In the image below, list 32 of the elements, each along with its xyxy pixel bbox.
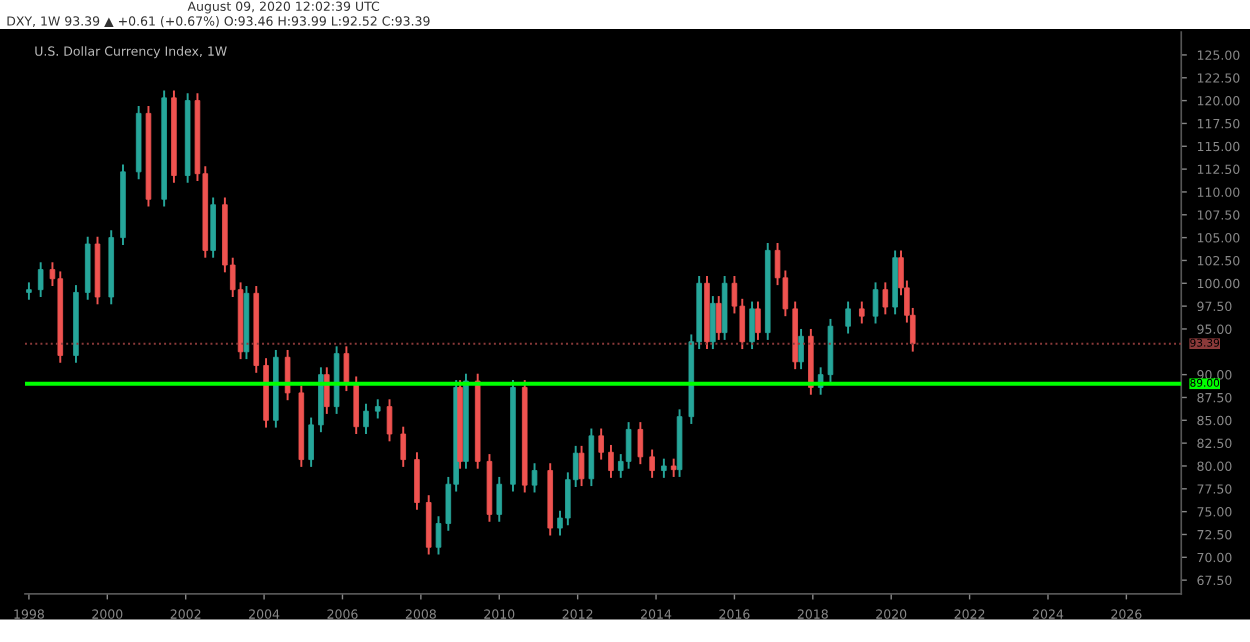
- candlestick: [353, 375, 359, 435]
- candlestick: [882, 281, 889, 316]
- candlestick: [37, 261, 44, 298]
- candlestick: [374, 398, 381, 420]
- candlestick: [308, 416, 314, 468]
- candlestick: [749, 300, 755, 351]
- candlestick: [578, 444, 585, 488]
- candlestick: [670, 457, 677, 478]
- candlestick: [715, 295, 722, 341]
- candlestick: [872, 281, 879, 325]
- candlestick: [625, 421, 632, 470]
- candlestick: [710, 295, 716, 351]
- candlestick: [798, 327, 804, 371]
- candlestick: [363, 402, 369, 435]
- candlestick: [531, 462, 538, 494]
- candlestick: [649, 448, 655, 479]
- candlestick: [637, 421, 644, 466]
- candlestick: [608, 443, 614, 479]
- candlestick: [661, 457, 667, 479]
- candlestick: [386, 398, 393, 443]
- candlestick: [425, 494, 432, 556]
- candlestick: [343, 345, 350, 393]
- candlestick: [210, 196, 216, 259]
- candlestick: [588, 427, 595, 488]
- candlestick: [845, 300, 851, 335]
- candlestick: [400, 425, 406, 468]
- candlestick: [414, 451, 420, 511]
- candlestick: [324, 366, 330, 415]
- candlestick: [496, 475, 503, 523]
- candlestick: [598, 427, 604, 461]
- candlestick: [859, 300, 865, 325]
- candlestick: [755, 300, 761, 341]
